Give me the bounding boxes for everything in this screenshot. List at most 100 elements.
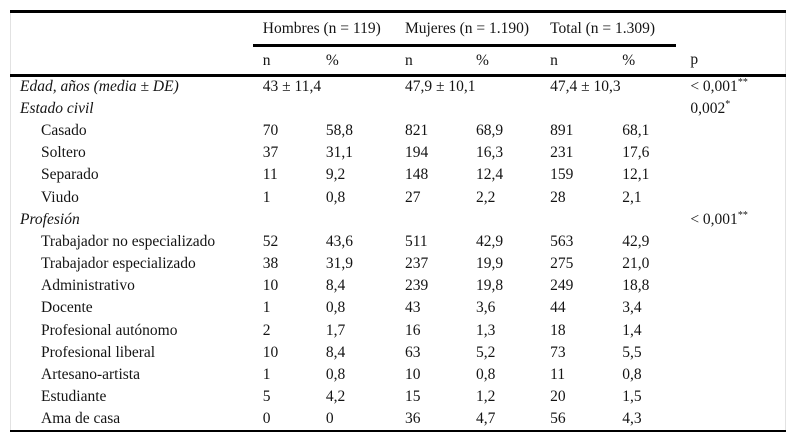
cell-value: 1 — [262, 366, 271, 384]
header-pct-hombres: % — [315, 45, 395, 77]
row-label: Trabajador no especializado — [41, 232, 216, 250]
p-value: 0,002* — [676, 98, 785, 120]
cell-value: 1,2 — [476, 388, 496, 406]
column-group-hombres: Hombres (n = 119) — [252, 11, 395, 47]
row-label: Ama de casa — [41, 409, 121, 427]
cell-value: 63 — [404, 343, 421, 361]
p-value — [676, 231, 785, 253]
row-label: Estado civil — [20, 99, 94, 117]
p-value — [676, 164, 785, 186]
cell-value: 16,3 — [476, 144, 504, 162]
header-pct-total: % — [612, 45, 677, 77]
table-row: Edad, años (media ± DE) 43 ± 11,4 47,9 ± 1… — [11, 76, 786, 98]
cell-value: 0 — [262, 409, 271, 427]
cell-value: 10 — [262, 343, 279, 361]
cell-value: 27 — [404, 188, 421, 206]
cell-value: 0,8 — [622, 366, 642, 384]
cell-value: 1,3 — [476, 321, 496, 339]
cell-value — [395, 98, 466, 120]
cell-value: 58,8 — [325, 121, 353, 139]
cell-value — [253, 98, 316, 120]
cell-value: 37 — [262, 144, 279, 162]
cell-value: 17,6 — [622, 144, 650, 162]
cell-value: 19,9 — [476, 255, 504, 273]
demographics-table: Hombres (n = 119) Mujeres (n = 1.190) To… — [10, 10, 786, 432]
row-label: Separado — [41, 166, 99, 184]
cell-value: 249 — [550, 277, 574, 295]
table-row: Trabajador no especializado 52 43,6 511 42,9… — [11, 231, 786, 253]
cell-value — [540, 209, 612, 231]
table-row: Profesional autónomo 2 1,7 16 1,3 18 1,4 — [11, 320, 786, 342]
cell-value: 68,1 — [622, 121, 650, 139]
p-value — [676, 408, 785, 430]
cell-value: 5,5 — [622, 343, 642, 361]
cell-value: 9,2 — [325, 166, 346, 184]
row-label: Estudiante — [41, 388, 107, 406]
cell-value — [612, 209, 676, 231]
cell-value: 2,2 — [476, 188, 496, 206]
p-value: < 0,001** — [676, 209, 785, 231]
table-row: Soltero 37 31,1 194 16,3 231 17,6 — [11, 142, 786, 164]
p-significance-marker: ** — [737, 209, 748, 221]
cell-value: 3,4 — [622, 299, 642, 317]
cell-value: 12,4 — [476, 166, 504, 184]
cell-value: 18 — [550, 321, 566, 339]
cell-value: 8,4 — [325, 343, 346, 361]
p-significance-marker: * — [725, 98, 731, 110]
row-label: Profesión — [20, 210, 80, 228]
row-label: Trabajador especializado — [41, 255, 196, 273]
table-row: Estado civil 0,002* — [11, 98, 786, 120]
p-value — [676, 186, 785, 208]
cell-value: 47,9 ± 10,1 — [404, 78, 476, 96]
cell-value: 12,1 — [622, 166, 650, 184]
table-row: Casado 70 58,8 821 68,9 891 68,1 — [11, 120, 786, 142]
cell-value: 42,9 — [622, 232, 650, 250]
table-row: Estudiante 5 4,2 15 1,2 20 1,5 — [11, 386, 786, 408]
cell-value — [395, 209, 466, 231]
p-value — [676, 120, 785, 142]
cell-value: 3,6 — [476, 299, 496, 317]
p-value — [676, 320, 785, 342]
cell-value: 43 ± 11,4 — [262, 78, 322, 96]
row-label: Docente — [41, 299, 93, 317]
cell-value: 8,4 — [325, 277, 346, 295]
header-p: p — [676, 45, 786, 77]
cell-value: 38 — [262, 255, 279, 273]
cell-value: 73 — [550, 343, 566, 361]
row-label: Viudo — [41, 188, 79, 206]
cell-value: 42,9 — [476, 232, 504, 250]
cell-value: 16 — [404, 321, 421, 339]
cell-value: 1,4 — [622, 321, 642, 339]
row-label: Profesional liberal — [41, 343, 156, 361]
cell-value: 0,8 — [325, 188, 346, 206]
cell-value: 194 — [404, 144, 429, 162]
table-row: Docente 1 0,8 43 3,6 44 3,4 — [11, 297, 786, 319]
p-text: < 0,001 — [690, 210, 738, 228]
cell-value: 5 — [262, 388, 271, 406]
cell-value: 4,7 — [476, 409, 496, 427]
header-n-mujeres: n — [394, 45, 467, 77]
cell-value: 20 — [550, 388, 566, 406]
cell-value: 0,8 — [476, 366, 496, 384]
column-group-total: Total (n = 1.309) — [540, 11, 677, 47]
cell-value: 18,8 — [622, 277, 650, 295]
header-n-hombres: n — [252, 45, 316, 77]
cell-value: 10 — [404, 366, 421, 384]
cell-value: 1 — [262, 299, 271, 317]
row-label: Casado — [41, 121, 87, 139]
cell-value: 4,2 — [325, 388, 346, 406]
row-label: Soltero — [41, 144, 86, 162]
cell-value: 563 — [550, 232, 574, 250]
cell-value: 31,1 — [325, 144, 353, 162]
cell-value: 11 — [262, 166, 278, 184]
table-row: Artesano-artista 1 0,8 10 0,8 11 0,8 — [11, 364, 786, 386]
cell-value: 1,7 — [325, 321, 346, 339]
cell-value: 70 — [262, 121, 279, 139]
cell-value: 0 — [325, 409, 334, 427]
header-pct-mujeres: % — [466, 45, 541, 77]
cell-value: 1,5 — [622, 388, 642, 406]
cell-value: 4,3 — [622, 409, 642, 427]
p-significance-marker: ** — [737, 77, 748, 89]
table-row: Separado 11 9,2 148 12,4 159 12,1 — [11, 164, 786, 186]
